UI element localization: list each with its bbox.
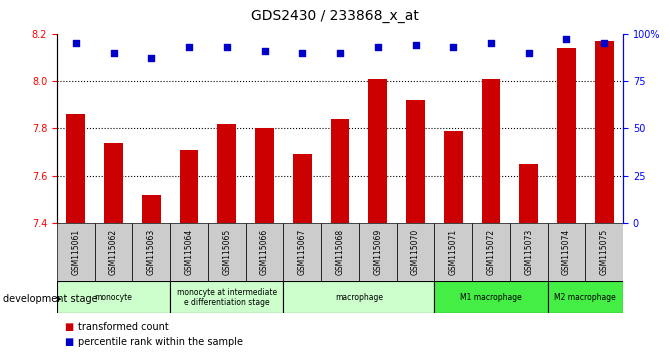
Bar [519, 164, 538, 223]
Bar [406, 100, 425, 223]
Text: GSM115068: GSM115068 [336, 229, 344, 275]
Text: development stage: development stage [3, 294, 98, 304]
Point [297, 50, 308, 55]
Text: GSM115062: GSM115062 [109, 229, 118, 275]
Bar [170, 281, 283, 313]
Bar [104, 143, 123, 223]
Bar [547, 281, 623, 313]
Text: GSM115072: GSM115072 [486, 229, 496, 275]
Bar [293, 154, 312, 223]
Point [410, 42, 421, 48]
Bar [283, 281, 434, 313]
Bar [330, 119, 350, 223]
Text: GSM115070: GSM115070 [411, 229, 420, 275]
Text: GSM115069: GSM115069 [373, 229, 383, 275]
Point [334, 50, 345, 55]
Bar [369, 79, 387, 223]
Point [486, 40, 496, 46]
Point [184, 44, 194, 50]
Point [448, 44, 458, 50]
Bar [255, 128, 274, 223]
Bar [359, 223, 397, 281]
Text: GDS2430 / 233868_x_at: GDS2430 / 233868_x_at [251, 9, 419, 23]
Bar [133, 223, 170, 281]
Text: ■: ■ [64, 322, 73, 332]
Bar [57, 281, 170, 313]
Bar [180, 150, 198, 223]
Text: monocyte at intermediate
e differentiation stage: monocyte at intermediate e differentiati… [177, 288, 277, 307]
Text: GSM115064: GSM115064 [184, 229, 194, 275]
Text: M2 macrophage: M2 macrophage [555, 293, 616, 302]
Bar [217, 124, 237, 223]
Text: GSM115073: GSM115073 [524, 229, 533, 275]
Bar [321, 223, 359, 281]
Bar [510, 223, 547, 281]
Bar [246, 223, 283, 281]
Point [259, 48, 270, 53]
Bar [557, 48, 576, 223]
Point [599, 40, 610, 46]
Text: GSM115061: GSM115061 [71, 229, 80, 275]
Bar [434, 281, 547, 313]
Point [70, 40, 81, 46]
Point [146, 56, 157, 61]
Text: monocyte: monocyte [94, 293, 133, 302]
Bar [57, 223, 94, 281]
Text: GSM115063: GSM115063 [147, 229, 156, 275]
Text: percentile rank within the sample: percentile rank within the sample [78, 337, 243, 347]
Bar [444, 131, 463, 223]
Bar [66, 114, 85, 223]
Bar [142, 195, 161, 223]
Text: GSM115075: GSM115075 [600, 229, 609, 275]
Bar [595, 41, 614, 223]
Bar [434, 223, 472, 281]
Point [523, 50, 534, 55]
Bar [170, 223, 208, 281]
Text: GSM115065: GSM115065 [222, 229, 231, 275]
Bar [94, 223, 133, 281]
Point [373, 44, 383, 50]
Text: ■: ■ [64, 337, 73, 347]
Point [108, 50, 119, 55]
Bar [472, 223, 510, 281]
Bar [397, 223, 434, 281]
Text: transformed count: transformed count [78, 322, 169, 332]
Point [221, 44, 232, 50]
Text: GSM115066: GSM115066 [260, 229, 269, 275]
Bar [208, 223, 246, 281]
Bar [547, 223, 586, 281]
Text: GSM115074: GSM115074 [562, 229, 571, 275]
Text: GSM115067: GSM115067 [297, 229, 307, 275]
Bar [586, 223, 623, 281]
Text: GSM115071: GSM115071 [449, 229, 458, 275]
Bar [482, 79, 500, 223]
Point [561, 36, 572, 42]
Bar [283, 223, 321, 281]
Text: M1 macrophage: M1 macrophage [460, 293, 522, 302]
Text: macrophage: macrophage [335, 293, 383, 302]
